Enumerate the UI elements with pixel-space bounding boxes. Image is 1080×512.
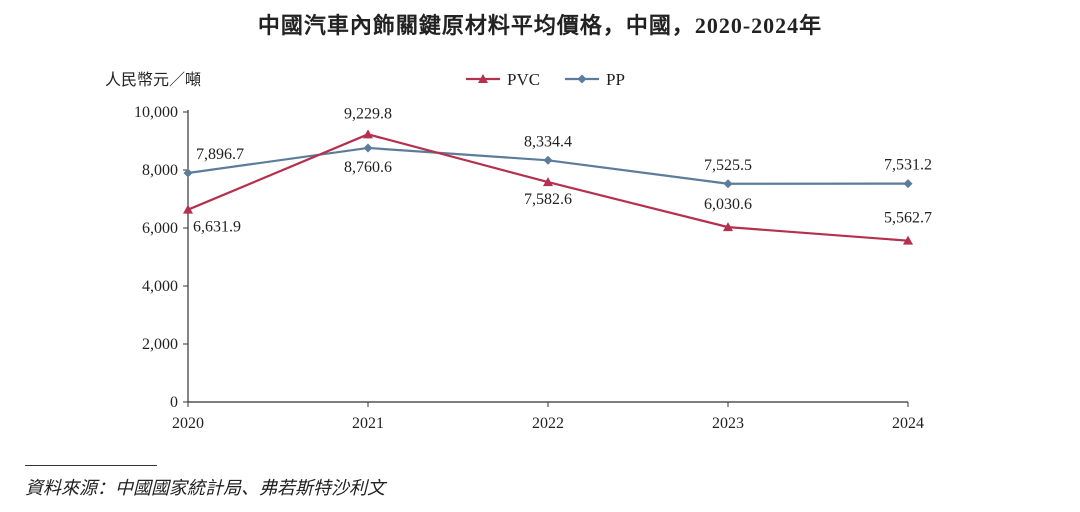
data-label-pp: 7,896.7 bbox=[196, 146, 244, 163]
y-tick-label: 6,000 bbox=[142, 220, 178, 237]
data-label-pvc: 6,631.9 bbox=[193, 219, 241, 236]
legend-label-pvc: PVC bbox=[507, 70, 540, 89]
data-label-pvc: 7,582.6 bbox=[524, 191, 572, 208]
data-label-pvc: 5,562.7 bbox=[884, 210, 932, 227]
data-label-pvc: 9,229.8 bbox=[344, 105, 392, 122]
source-note: 資料來源：中國國家統計局、弗若斯特沙利文 bbox=[25, 478, 385, 498]
x-tick-label: 2021 bbox=[352, 415, 384, 432]
data-point-pp bbox=[543, 155, 553, 165]
x-tick-label: 2023 bbox=[712, 415, 744, 432]
data-label-pvc: 6,030.6 bbox=[704, 196, 752, 213]
source-divider bbox=[25, 465, 157, 466]
data-point-pvc bbox=[363, 129, 373, 139]
legend-label-pp: PP bbox=[606, 70, 625, 89]
data-point-pp bbox=[183, 168, 193, 178]
x-tick-label: 2022 bbox=[532, 415, 564, 432]
data-point-pvc bbox=[723, 222, 733, 232]
y-tick-label: 4,000 bbox=[142, 278, 178, 295]
data-point-pp bbox=[903, 179, 913, 189]
legend-marker-pvc bbox=[478, 74, 488, 83]
data-point-pvc bbox=[543, 177, 553, 187]
legend-marker-pp bbox=[577, 74, 587, 84]
data-label-pp: 8,760.6 bbox=[344, 159, 392, 176]
data-point-pvc bbox=[903, 235, 913, 245]
chart-title: 中國汽車內飾關鍵原材料平均價格，中國，2020-2024年 bbox=[257, 13, 823, 38]
y-tick-label: 2,000 bbox=[142, 336, 178, 353]
y-tick-label: 0 bbox=[170, 394, 178, 411]
data-label-pp: 7,525.5 bbox=[704, 157, 752, 174]
data-label-pp: 8,334.4 bbox=[524, 133, 572, 150]
data-point-pvc bbox=[183, 204, 193, 214]
y-axis-unit-label: 人民幣元／噸 bbox=[105, 72, 202, 89]
data-point-pp bbox=[363, 143, 373, 153]
data-label-pp: 7,531.2 bbox=[884, 157, 932, 174]
x-tick-label: 2024 bbox=[892, 415, 924, 432]
data-point-pp bbox=[723, 179, 733, 189]
x-tick-label: 2020 bbox=[172, 415, 204, 432]
y-tick-label: 10,000 bbox=[134, 104, 178, 121]
y-tick-label: 8,000 bbox=[142, 162, 178, 179]
